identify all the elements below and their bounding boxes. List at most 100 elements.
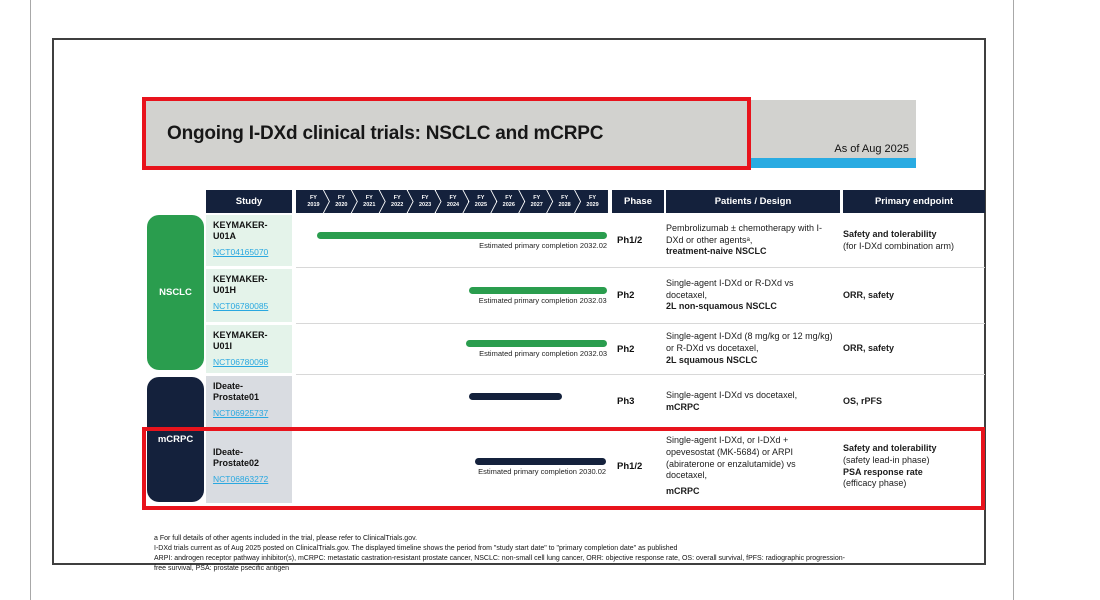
- timeline-bar-pill: [466, 340, 608, 347]
- design-population: 2L non-squamous NSCLC: [666, 301, 777, 312]
- group-label-nsclc: NSCLC: [147, 215, 204, 370]
- study-cell: IDeate- Prostate01 NCT06925737: [206, 376, 292, 427]
- table-header-endpoint: Primary endpoint: [843, 190, 985, 213]
- group-label-mcrpc: mCRPC: [147, 377, 204, 502]
- table-row: IDeate- Prostate02 NCT06863272 Estimated…: [206, 430, 985, 503]
- study-name-line1: IDeate-: [213, 381, 244, 391]
- fy-chevron: FY 2025: [463, 190, 496, 213]
- as-of-label: As of Aug 2025: [834, 143, 909, 155]
- timeline-cell: Estimated primary completion 2032.02: [296, 215, 608, 266]
- endpoint-primary: ORR, safety: [843, 343, 895, 354]
- fy-chevron: FY 2026: [491, 190, 524, 213]
- fy-chevron: FY 2028: [547, 190, 580, 213]
- table-row: KEYMAKER- U01H NCT06780085 Estimated pri…: [206, 269, 985, 322]
- endpoint-note: (for I-DXd combination arm): [843, 240, 955, 251]
- trial-timeline-bar: Estimated primary completion 2030.02: [475, 457, 607, 478]
- timeline-cell: Estimated primary completion 2030.02: [296, 430, 608, 503]
- title-banner: Ongoing I-DXd clinical trials: NSCLC and…: [142, 97, 751, 170]
- row-separator: [296, 323, 985, 324]
- study-name: IDeate- Prostate01: [213, 381, 288, 403]
- nct-link[interactable]: NCT06863272: [213, 473, 269, 484]
- phase-cell: Ph2: [612, 325, 664, 373]
- study-name-line1: KEYMAKER-: [213, 274, 268, 284]
- study-name-line2: U01A: [213, 230, 237, 241]
- endpoint-cell: OS, rPFS: [843, 376, 985, 427]
- timeline-cell: Estimated primary completion 2032.03: [296, 269, 608, 322]
- study-name-line2: U01H: [213, 284, 237, 295]
- patients-design-cell: Single-agent I-DXd, or I-DXd + opevesost…: [666, 430, 842, 503]
- footnote-line: I-DXd trials current as of Aug 2025 post…: [154, 545, 678, 553]
- timeline-bar-pill: [468, 286, 607, 294]
- phase-label: Ph1/2: [617, 461, 643, 472]
- phase-cell: Ph1/2: [612, 215, 664, 266]
- row-separator: [296, 506, 985, 507]
- completion-note: Estimated primary completion 2030.02: [478, 466, 607, 476]
- row-separator: [296, 374, 985, 375]
- phase-label: Ph2: [617, 290, 635, 301]
- footnote-line: free survival, PSA: prostate psecific an…: [154, 565, 290, 573]
- nct-link[interactable]: NCT06780085: [213, 300, 269, 311]
- study-name-line1: IDeate-: [213, 447, 244, 457]
- endpoint-cell: Safety and tolerability (for I-DXd combi…: [843, 215, 985, 266]
- study-name: KEYMAKER- U01A: [213, 220, 288, 242]
- completion-note: Estimated primary completion 2032.03: [479, 349, 608, 358]
- study-cell: IDeate- Prostate02 NCT06863272: [206, 430, 292, 503]
- phase-cell: Ph2: [612, 269, 664, 322]
- page-title: Ongoing I-DXd clinical trials: NSCLC and…: [167, 122, 604, 144]
- trial-timeline-bar: [468, 392, 562, 413]
- phase-label: Ph3: [617, 396, 635, 407]
- endpoint-primary: Safety and tolerability: [843, 443, 937, 454]
- fy-chevron: FY 2020: [324, 190, 357, 213]
- fy-timeline-header: FY 2019 FY 2020 FY 2021 FY 2022 FY 2023 FY 2024 FY 20…: [296, 190, 608, 213]
- endpoint-cell: Safety and tolerability (safety lead-in …: [843, 430, 985, 503]
- phase-label: Ph1/2: [617, 235, 643, 246]
- endpoint-primary: ORR, safety: [843, 289, 895, 300]
- study-name: KEYMAKER- U01I: [213, 330, 288, 352]
- endpoint-primary: Safety and tolerability: [843, 228, 937, 239]
- timeline-cell: Estimated primary completion 2032.03: [296, 325, 608, 373]
- timeline-cell: [296, 376, 608, 427]
- design-text: Single-agent I-DXd (8 mg/kg or 12 mg/kg)…: [666, 331, 833, 354]
- endpoint-cell: ORR, safety: [843, 269, 985, 322]
- study-name-line2: U01I: [213, 340, 233, 351]
- patients-design-cell: Single-agent I-DXd (8 mg/kg or 12 mg/kg)…: [666, 325, 842, 373]
- footnote-line: ARPI: androgen receptor pathway inhibito…: [154, 555, 845, 563]
- timeline-bar-pill: [468, 392, 562, 400]
- fy-chevron: FY 2019: [296, 190, 329, 213]
- completion-note: Estimated primary completion 2032.02: [479, 240, 608, 250]
- fy-chevron: FY 2029: [575, 190, 608, 213]
- nct-link[interactable]: NCT06780098: [213, 356, 269, 367]
- completion-note: Estimated primary completion 2032.03: [478, 295, 607, 305]
- endpoint-note-2: (efficacy phase): [843, 478, 907, 489]
- study-name: KEYMAKER- U01H: [213, 274, 288, 296]
- nct-link[interactable]: NCT06925737: [213, 407, 269, 418]
- row-separator: [296, 267, 985, 268]
- endpoint-primary: OS, rPFS: [843, 395, 883, 406]
- right-edge-line: [1013, 0, 1014, 600]
- fy-chevron: FY 2021: [352, 190, 385, 213]
- study-name-line1: KEYMAKER-: [213, 220, 268, 230]
- endpoint-primary-2: PSA response rate: [843, 466, 923, 477]
- design-text: Single-agent I-DXd or R-DXd vs docetaxel…: [666, 277, 794, 300]
- footnotes: a For full details of other agents inclu…: [154, 534, 845, 575]
- left-edge-line: [30, 0, 31, 600]
- banner-right-section: As of Aug 2025: [751, 100, 916, 158]
- study-name-line1: KEYMAKER-: [213, 330, 268, 340]
- phase-label: Ph2: [617, 343, 635, 355]
- design-population: 2L squamous NSCLC: [666, 354, 758, 365]
- table-row: KEYMAKER- U01I NCT06780098 Estimated pri…: [206, 325, 985, 373]
- study-name: IDeate- Prostate02: [213, 447, 288, 469]
- table-row: IDeate- Prostate01 NCT06925737 Ph3 Singl…: [206, 376, 985, 427]
- study-cell: KEYMAKER- U01H NCT06780085: [206, 269, 292, 322]
- phase-cell: Ph3: [612, 376, 664, 427]
- trial-timeline-bar: Estimated primary completion 2032.02: [316, 231, 608, 252]
- nct-link[interactable]: NCT04165070: [213, 246, 269, 257]
- design-population: treatment-naive NSCLC: [666, 246, 767, 257]
- slide: Ongoing I-DXd clinical trials: NSCLC and…: [52, 38, 986, 572]
- fy-chevron: FY 2027: [519, 190, 552, 213]
- design-population: mCRPC: [666, 401, 700, 412]
- endpoint-cell: ORR, safety: [843, 325, 985, 373]
- design-text: Single-agent I-DXd, or I-DXd + opevesost…: [666, 435, 796, 481]
- footnote-line: a For full details of other agents inclu…: [154, 535, 418, 542]
